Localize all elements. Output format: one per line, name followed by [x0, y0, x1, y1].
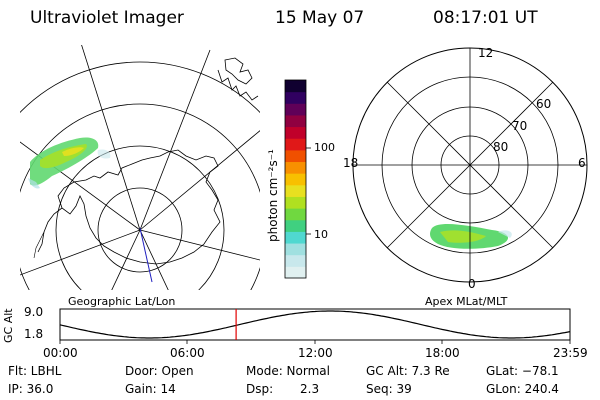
ip-value: IP: 36.0 — [8, 382, 54, 396]
colorbar-segment — [285, 161, 306, 174]
colorbar-segment — [285, 184, 306, 197]
lat-circle-70 — [55, 145, 225, 290]
coastline-canada — [217, 69, 259, 101]
spacecraft-track — [139, 227, 153, 283]
x-tick-label-2: 12:00 — [298, 346, 333, 360]
instrument-title: Ultraviolet Imager — [30, 8, 184, 28]
apex-polar-plot — [352, 47, 588, 283]
colorbar-segment — [285, 80, 306, 93]
x-tick-label-3: 18:00 — [425, 346, 460, 360]
coastline-peninsula — [37, 207, 63, 253]
lat-circle-60 — [20, 103, 260, 290]
lat-circle-50 — [20, 61, 260, 114]
x-tick-label-4: 23:59 — [553, 346, 588, 360]
aurora-geographic — [28, 137, 111, 189]
colorbar-label-100: 100 — [314, 141, 335, 154]
aurora-apex — [430, 224, 512, 249]
geographic-map — [20, 45, 260, 290]
colorbar-segment — [285, 103, 306, 116]
altitude-curve — [59, 310, 571, 339]
colorbar-segment — [285, 254, 306, 267]
colorbar-segment — [285, 196, 306, 209]
dsp-value: 2.3 — [300, 382, 320, 396]
door-value: Door: Open — [125, 364, 194, 378]
lat-circle-80 — [97, 187, 183, 273]
glat-value: GLat: −78.1 — [486, 364, 559, 378]
mlt-label-0: 0 — [468, 277, 476, 291]
mode-value: Mode: Normal — [246, 364, 330, 378]
mlat-circle-outer — [352, 47, 588, 283]
mlat-circle-70 — [411, 106, 529, 224]
mlt-label-18: 18 — [343, 156, 359, 170]
coastline-antarctica — [57, 149, 221, 265]
colorbar-segment — [285, 266, 306, 279]
geographic-caption: Geographic Lat/Lon — [68, 295, 176, 308]
coastline-greenland — [224, 57, 253, 85]
x-ticks — [59, 340, 571, 344]
altitude-ymin: 1.8 — [24, 327, 44, 341]
colorbar-segment — [285, 243, 306, 256]
colorbar-frame — [284, 79, 307, 279]
colorbar-label-10: 10 — [314, 228, 328, 241]
seq-value: Seq: 39 — [366, 382, 412, 396]
colorbar-segment — [285, 149, 306, 163]
mlat-label-70: 70 — [512, 119, 528, 133]
altitude-ylabel: GC Alt — [2, 308, 15, 343]
gain-value: Gain: 14 — [125, 382, 176, 396]
x-tick-label-1: 06:00 — [170, 346, 205, 360]
altitude-plot — [59, 308, 571, 344]
mlt-spokes — [353, 48, 587, 282]
colorbar-segment — [285, 231, 306, 244]
mlat-label-60: 60 — [536, 97, 552, 111]
mlat-label-80: 80 — [493, 140, 509, 154]
mlt-label-6: 6 — [578, 156, 586, 170]
colorbar-segment — [285, 219, 306, 232]
colorbar-segment — [285, 138, 306, 151]
colorbar-segment — [285, 208, 306, 221]
filter-value: Flt: LBHL — [8, 364, 62, 378]
meridians — [20, 45, 260, 290]
altitude-frame — [59, 308, 571, 341]
altitude-ymax: 9.0 — [24, 305, 44, 319]
colorbar-unit-label: photon cm⁻²s⁻¹ — [266, 149, 280, 242]
x-tick-label-0: 00:00 — [43, 346, 78, 360]
colorbar-segment — [285, 91, 306, 104]
colorbar — [285, 80, 306, 279]
mlat-circle-80 — [440, 135, 500, 195]
mlat-circle-60 — [381, 76, 559, 254]
coastline-southamerica — [33, 231, 45, 259]
gc-alt-value: GC Alt: 7.3 Re — [366, 364, 450, 378]
colorbar-segment — [285, 126, 306, 139]
glon-value: GLon: 240.4 — [486, 382, 559, 396]
colorbar-segment — [285, 114, 306, 128]
time-label: 08:17:01 UT — [433, 8, 538, 28]
date-label: 15 May 07 — [275, 8, 365, 28]
dsp-label: Dsp: — [246, 382, 274, 396]
mlt-label-12: 12 — [478, 46, 494, 60]
apex-caption: Apex MLat/MLT — [425, 295, 508, 308]
colorbar-segment — [285, 173, 306, 186]
